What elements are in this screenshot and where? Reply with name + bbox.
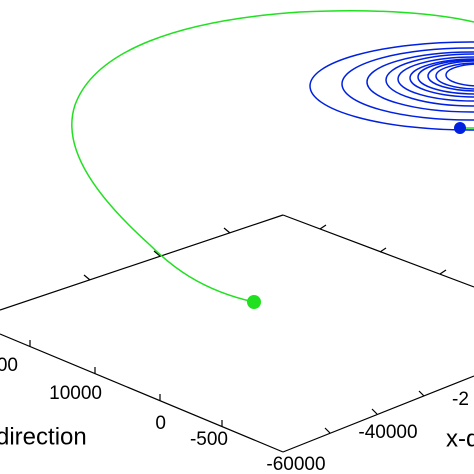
ticks	[29, 224, 447, 434]
tick-label: -2	[452, 389, 469, 410]
trajectories	[71, 9, 474, 309]
axis-label: x-d	[446, 425, 474, 452]
back-right-edge	[282, 214, 474, 288]
tick-label: 10000	[49, 383, 102, 404]
tick-label: 000	[0, 355, 18, 376]
green-orbit	[71, 9, 474, 303]
back-left-edge	[0, 214, 284, 311]
tick-label: -500	[190, 429, 228, 450]
front-right-axis	[282, 375, 474, 453]
blue-body	[454, 122, 466, 134]
floor	[0, 214, 474, 453]
tick-label: -40000	[358, 422, 417, 443]
labels: 000 10000 0 -500 -60000 -40000 -2 direct…	[0, 355, 474, 474]
tick-label: 0	[155, 413, 166, 434]
front-left-axis	[0, 333, 284, 453]
blue-orbit	[309, 41, 474, 131]
green-body	[247, 295, 261, 309]
tick-label: -60000	[266, 454, 325, 474]
axis-label: direction	[0, 423, 87, 450]
